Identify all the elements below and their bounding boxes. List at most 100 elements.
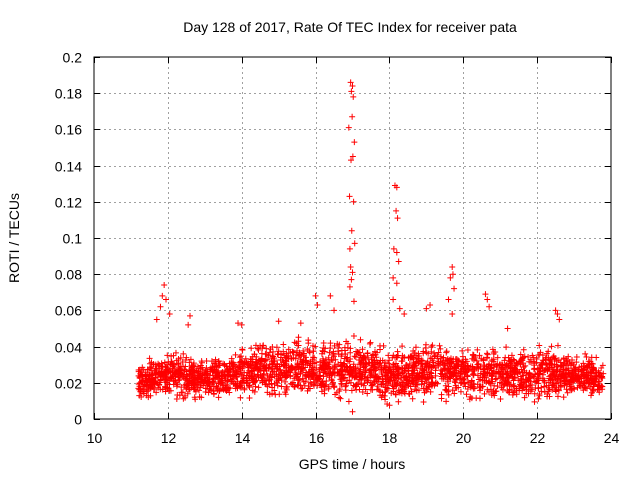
band-point xyxy=(575,368,582,375)
band-point xyxy=(406,360,413,367)
band-point xyxy=(155,360,162,367)
band-point xyxy=(560,394,567,401)
band-point xyxy=(473,357,480,364)
band-point xyxy=(348,387,355,394)
band-point xyxy=(489,371,496,378)
band-point xyxy=(284,372,291,379)
band-point xyxy=(531,390,538,397)
band-point xyxy=(390,385,397,392)
band-point xyxy=(538,384,545,391)
y-tick-label: 0 xyxy=(74,412,82,428)
outlier-point xyxy=(314,301,321,308)
outlier-point xyxy=(390,274,397,281)
band-point xyxy=(586,379,593,386)
band-point xyxy=(354,349,361,356)
band-point xyxy=(295,381,302,388)
band-point xyxy=(188,374,195,381)
band-point xyxy=(307,385,314,392)
band-point xyxy=(406,391,413,398)
band-point xyxy=(321,348,328,355)
band-point xyxy=(365,354,372,361)
band-point xyxy=(544,390,551,397)
band-point xyxy=(280,362,287,369)
band-point xyxy=(375,386,382,393)
band-point xyxy=(222,372,229,379)
band-point xyxy=(191,386,198,393)
band-point xyxy=(413,372,420,379)
band-point xyxy=(562,366,569,373)
x-tick-label: 10 xyxy=(87,430,103,446)
band-point xyxy=(550,368,557,375)
band-point xyxy=(382,376,389,383)
band-point xyxy=(410,367,417,374)
band-point xyxy=(478,355,485,362)
x-axis-label: GPS time / hours xyxy=(299,456,406,472)
band-point xyxy=(135,372,142,379)
band-point xyxy=(305,368,312,375)
band-point xyxy=(465,379,472,386)
band-point xyxy=(392,374,399,381)
band-point xyxy=(548,343,555,350)
band-point xyxy=(329,379,336,386)
band-point xyxy=(523,390,530,397)
band-point xyxy=(218,379,225,386)
band-point xyxy=(490,387,497,394)
band-point xyxy=(398,364,405,371)
band-point xyxy=(170,352,177,359)
band-point xyxy=(173,395,180,402)
band-point xyxy=(374,349,381,356)
band-point xyxy=(414,369,421,376)
band-point xyxy=(554,393,561,400)
band-point xyxy=(302,354,309,361)
band-point xyxy=(574,384,581,391)
x-tick-label: 18 xyxy=(382,430,398,446)
band-point xyxy=(437,345,444,352)
band-point xyxy=(266,349,273,356)
band-point xyxy=(374,359,381,366)
band-point xyxy=(239,372,246,379)
band-point xyxy=(372,374,379,381)
band-point xyxy=(374,383,381,390)
band-point xyxy=(216,388,223,395)
outlier-point xyxy=(351,139,358,146)
band-point xyxy=(329,351,336,358)
band-point xyxy=(499,386,506,393)
outlier-point xyxy=(423,305,430,312)
band-point xyxy=(543,350,550,357)
band-point xyxy=(220,371,227,378)
band-point xyxy=(412,344,419,351)
band-point xyxy=(209,377,216,384)
band-point xyxy=(345,357,352,364)
outlier-point xyxy=(347,263,354,270)
band-point xyxy=(368,382,375,389)
band-point xyxy=(182,394,189,401)
band-point xyxy=(471,353,478,360)
y-tick-label: 0.02 xyxy=(55,376,82,392)
band-point xyxy=(318,365,325,372)
outlier-point xyxy=(349,408,356,415)
band-point xyxy=(425,375,432,382)
band-point xyxy=(188,368,195,375)
band-point xyxy=(507,359,514,366)
band-point xyxy=(148,384,155,391)
band-point xyxy=(259,379,266,386)
band-point xyxy=(190,362,197,369)
band-point xyxy=(255,374,262,381)
band-point xyxy=(239,346,246,353)
band-point xyxy=(298,385,305,392)
band-point xyxy=(153,369,160,376)
outlier-point xyxy=(396,305,403,312)
band-point xyxy=(305,337,312,344)
band-point xyxy=(499,362,506,369)
band-point xyxy=(237,358,244,365)
band-point xyxy=(272,363,279,370)
band-point xyxy=(228,355,235,362)
outlier-point xyxy=(346,193,353,200)
band-point xyxy=(226,365,233,372)
band-point xyxy=(403,361,410,368)
outlier-point xyxy=(349,82,356,89)
band-point xyxy=(194,363,201,370)
band-point xyxy=(598,374,605,381)
band-point xyxy=(534,375,541,382)
band-point xyxy=(566,381,573,388)
